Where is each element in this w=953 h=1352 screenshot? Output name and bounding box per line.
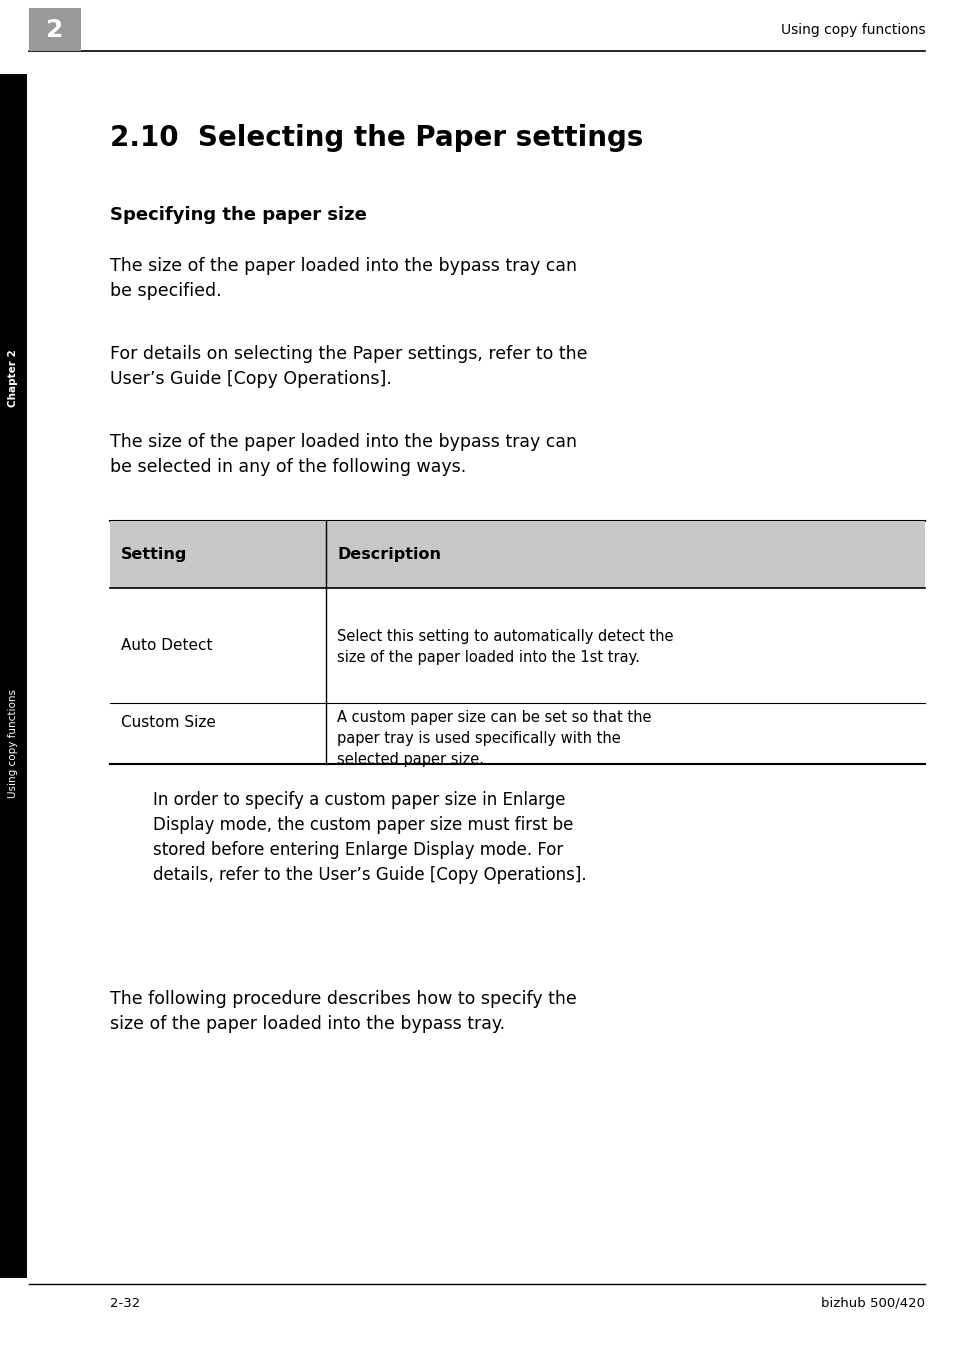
Text: In order to specify a custom paper size in Enlarge
Display mode, the custom pape: In order to specify a custom paper size … xyxy=(152,791,586,884)
Text: Setting: Setting xyxy=(121,546,188,562)
Text: For details on selecting the Paper settings, refer to the
User’s Guide [Copy Ope: For details on selecting the Paper setti… xyxy=(110,345,587,388)
Text: Description: Description xyxy=(337,546,441,562)
Text: 2: 2 xyxy=(46,18,64,42)
Text: Chapter 2: Chapter 2 xyxy=(9,350,18,407)
Bar xyxy=(29,8,81,51)
Text: bizhub 500/420: bizhub 500/420 xyxy=(821,1297,924,1310)
Bar xyxy=(110,521,924,588)
Text: The size of the paper loaded into the bypass tray can
be selected in any of the : The size of the paper loaded into the by… xyxy=(110,433,577,476)
Text: Using copy functions: Using copy functions xyxy=(780,23,924,37)
Text: A custom paper size can be set so that the
paper tray is used specifically with : A custom paper size can be set so that t… xyxy=(337,710,651,767)
Text: 2-32: 2-32 xyxy=(110,1297,140,1310)
Text: Select this setting to automatically detect the
size of the paper loaded into th: Select this setting to automatically det… xyxy=(337,630,673,665)
Text: Auto Detect: Auto Detect xyxy=(121,638,213,653)
Text: 2.10  Selecting the Paper settings: 2.10 Selecting the Paper settings xyxy=(110,124,642,153)
Bar xyxy=(0,74,27,1278)
Text: The size of the paper loaded into the bypass tray can
be specified.: The size of the paper loaded into the by… xyxy=(110,257,577,300)
Text: Custom Size: Custom Size xyxy=(121,715,215,730)
Text: The following procedure describes how to specify the
size of the paper loaded in: The following procedure describes how to… xyxy=(110,990,576,1033)
Text: Specifying the paper size: Specifying the paper size xyxy=(110,206,366,223)
Text: Using copy functions: Using copy functions xyxy=(9,690,18,798)
